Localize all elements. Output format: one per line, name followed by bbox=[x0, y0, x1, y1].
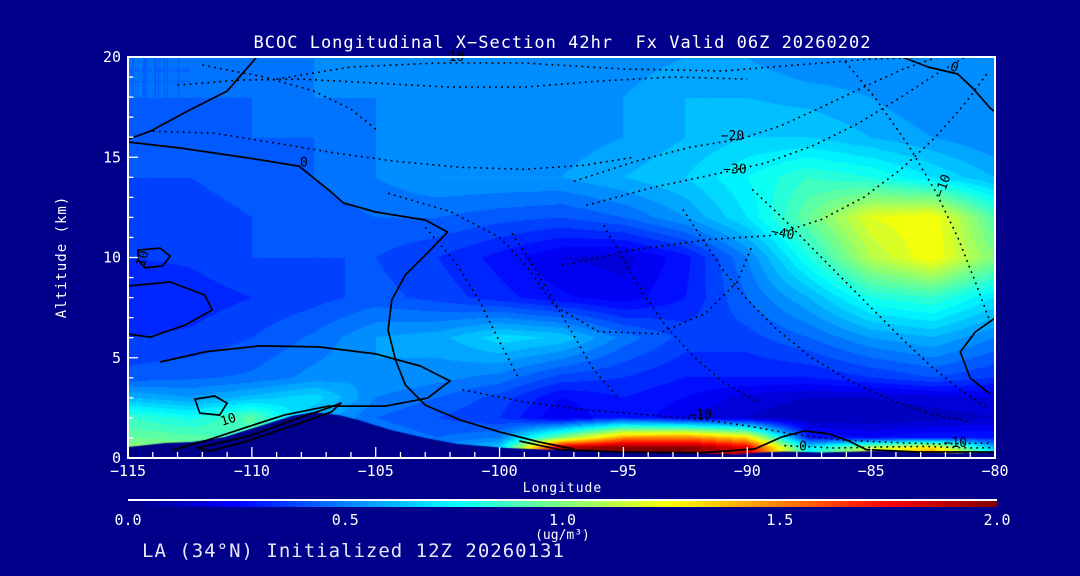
y-tick-label: 5 bbox=[112, 349, 121, 367]
contour-line-dotted bbox=[202, 64, 377, 130]
contour-line-solid bbox=[137, 247, 171, 269]
x-tick-label: −100 bbox=[482, 462, 518, 480]
contour-line-dotted bbox=[682, 208, 971, 423]
contour-label: 0 bbox=[799, 439, 807, 454]
contour-label: −10 bbox=[932, 173, 954, 200]
contour-line-dotted bbox=[511, 232, 620, 399]
contour-line-dotted bbox=[602, 224, 758, 403]
contour-label: 10 bbox=[219, 411, 239, 430]
chart-title: BCOC Longitudinal X−Section 42hr Fx Vali… bbox=[253, 33, 872, 53]
colorbar-tick-label: 0.0 bbox=[114, 511, 142, 529]
colorbar-tick-label: 2.0 bbox=[983, 511, 1011, 529]
y-tick-label: 15 bbox=[103, 148, 121, 166]
colorbar bbox=[128, 499, 997, 507]
y-tick-label: 20 bbox=[103, 48, 121, 66]
x-axis-label: Longitude bbox=[522, 481, 603, 496]
colorbar-units-label: (ug/m³) bbox=[535, 528, 590, 543]
y-tick-label: 0 bbox=[112, 449, 121, 467]
contour-label: −10 bbox=[688, 408, 711, 423]
contour-label: −40 bbox=[770, 225, 796, 244]
contour-line-dotted bbox=[561, 72, 989, 267]
contour-line-dotted bbox=[840, 57, 991, 322]
y-tick-label: 10 bbox=[103, 249, 121, 267]
x-tick-label: −85 bbox=[858, 462, 885, 480]
contour-line-dotted bbox=[424, 226, 521, 381]
contour-label: −30 bbox=[723, 162, 746, 177]
contour-line-dotted bbox=[152, 130, 634, 171]
y-axis-label: Altitude (km) bbox=[54, 195, 70, 319]
contour-line-dotted bbox=[573, 57, 939, 183]
contour-line-solid bbox=[128, 281, 214, 338]
contour-label: −10 bbox=[944, 436, 967, 451]
x-tick-label: −80 bbox=[981, 462, 1008, 480]
x-tick-label: −105 bbox=[358, 462, 394, 480]
plot-frame bbox=[127, 56, 996, 459]
contour-line-dotted bbox=[387, 192, 753, 335]
x-tick-label: −95 bbox=[610, 462, 637, 480]
contour-label: −20 bbox=[721, 129, 744, 144]
x-tick-label: −110 bbox=[234, 462, 270, 480]
contour-line-solid bbox=[128, 141, 575, 450]
x-tick-label: −90 bbox=[734, 462, 761, 480]
contour-label: 0 bbox=[300, 155, 308, 170]
contour-line-dotted bbox=[751, 188, 989, 409]
init-annotation: LA (34°N) Initialized 12Z 20260131 bbox=[142, 540, 565, 562]
contour-label: 10 bbox=[134, 249, 153, 268]
contour-line-solid bbox=[196, 402, 342, 452]
contour-line-solid bbox=[160, 345, 451, 451]
colorbar-tick-label: 1.0 bbox=[548, 511, 577, 529]
contour-line-solid bbox=[519, 430, 995, 454]
contour-line-dotted bbox=[784, 444, 995, 449]
contour-line-solid bbox=[128, 57, 258, 141]
contour-line-dotted bbox=[462, 389, 991, 445]
contour-line-dotted bbox=[586, 57, 966, 207]
contour-line-solid bbox=[959, 317, 995, 395]
colorbar-tick-label: 1.5 bbox=[766, 511, 794, 529]
x-tick-label: −115 bbox=[110, 462, 146, 480]
contour-line-dotted bbox=[177, 76, 748, 88]
contour-line-solid bbox=[901, 57, 995, 113]
filled-contour-heatmap bbox=[128, 57, 995, 458]
contour-line-solid bbox=[194, 395, 228, 416]
contour-line-dotted bbox=[276, 57, 934, 80]
colorbar-tick-label: 0.5 bbox=[331, 511, 359, 529]
